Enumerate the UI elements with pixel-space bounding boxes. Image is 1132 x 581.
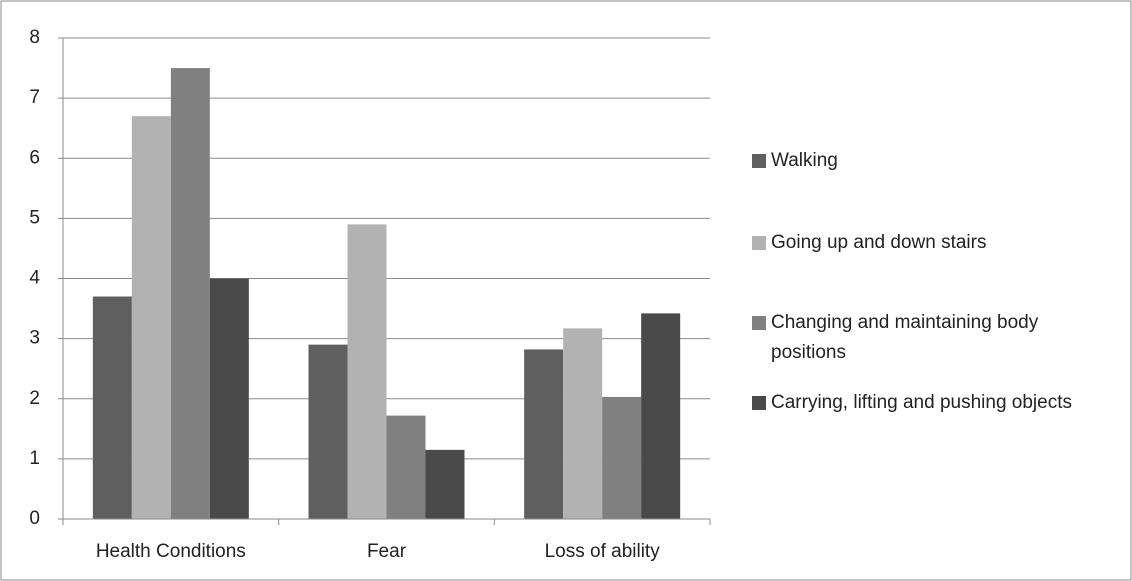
bar	[386, 415, 426, 519]
bar	[308, 344, 348, 519]
legend-label: Walking	[771, 150, 838, 171]
bar	[425, 449, 465, 519]
bar	[347, 224, 387, 519]
legend-swatch	[752, 236, 766, 250]
legend-label: Carrying, lifting and pushing objects	[771, 392, 1073, 413]
bar	[92, 296, 132, 519]
x-tick-label: Health Conditions	[96, 541, 246, 562]
y-tick-label: 8	[29, 27, 40, 48]
bar	[641, 313, 681, 519]
legend-swatch	[752, 316, 766, 330]
legend-item: Walking	[752, 146, 1092, 176]
y-tick-label: 1	[29, 448, 40, 469]
bar	[131, 116, 171, 519]
legend-item: Carrying, lifting and pushing objects	[752, 388, 1092, 418]
legend-item: Changing and maintaining body positions	[752, 308, 1092, 368]
y-tick-label: 0	[29, 508, 40, 529]
bar	[563, 328, 603, 519]
y-tick-label: 4	[29, 268, 40, 289]
bar	[209, 278, 249, 519]
bar	[602, 396, 642, 519]
bar	[524, 349, 564, 519]
legend-label: Going up and down stairs	[771, 232, 987, 253]
legend-swatch	[752, 396, 766, 410]
y-tick-label: 5	[29, 207, 40, 228]
y-tick-label: 3	[29, 328, 40, 349]
legend-swatch	[752, 154, 766, 168]
y-tick-label: 2	[29, 388, 40, 409]
y-tick-label: 6	[29, 147, 40, 168]
legend-label: Changing and maintaining body positions	[771, 312, 1039, 363]
x-tick-label: Fear	[367, 541, 407, 562]
y-tick-label: 7	[29, 87, 40, 108]
legend-item: Going up and down stairs	[752, 228, 1092, 258]
x-tick-label: Loss of ability	[545, 541, 661, 562]
bar	[170, 68, 210, 519]
